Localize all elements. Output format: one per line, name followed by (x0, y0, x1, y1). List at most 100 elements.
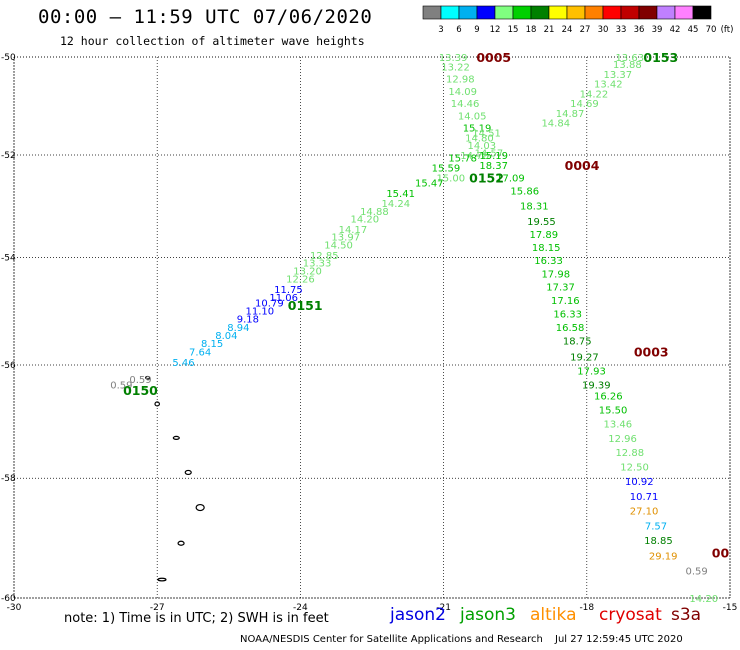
wave-height-label: 18.37 (479, 161, 508, 172)
wave-height-label: 0.59 (129, 375, 151, 386)
map-frame (13, 56, 731, 599)
wave-height-label: 13.88 (613, 60, 642, 71)
wave-height-label: 10.71 (630, 492, 659, 503)
generated-timestamp: Jul 27 12:59:45 UTC 2020 (555, 634, 683, 645)
legend-s3a: s3a (671, 605, 702, 625)
wave-height-label: 16.33 (534, 256, 563, 267)
colorbar-tick-label: 6 (456, 25, 461, 35)
wave-height-label: 9.18 (237, 315, 259, 326)
island-outline (195, 503, 205, 512)
longitude-tick-label: -15 (723, 603, 738, 613)
color-scale-legend: 3 6 9 12 15 18 21 24 27 30 33 36 39 42 45 70 (ft) (422, 5, 734, 35)
wave-height-label: 0.59 (685, 566, 707, 577)
wave-height-label: 18.15 (532, 243, 561, 254)
island-outline (145, 375, 151, 380)
island-outline (157, 577, 167, 582)
wave-height-label: 15.19 (479, 151, 508, 162)
page-subtitle: 12 hour collection of altimeter wave hei… (60, 34, 365, 48)
wave-height-label: 14.69 (570, 99, 599, 110)
wave-height-label: 15.00 (436, 174, 465, 185)
island-outline (177, 540, 185, 546)
wave-height-label: 12.50 (620, 463, 649, 474)
wave-height-label: 5.46 (172, 358, 194, 369)
pass-time-label: 0003 (634, 344, 669, 359)
wave-height-label: 14.87 (556, 109, 585, 120)
wave-height-label: 14.46 (451, 99, 480, 110)
colorbar-tick-label: (ft) (721, 25, 734, 35)
colorbar-swatch (692, 5, 712, 20)
wave-height-label: 14.20 (689, 594, 718, 605)
wave-height-label: 10.92 (625, 477, 654, 488)
wave-height-label: 13.97 (331, 233, 360, 244)
wave-height-label: 13.63 (615, 53, 644, 64)
wave-height-label: 16.33 (553, 309, 582, 320)
colorbar-tick-label: 27 (580, 25, 591, 35)
wave-height-label: 8.94 (227, 323, 249, 334)
wave-height-label: 17.98 (541, 269, 570, 280)
wave-height-label: 12.26 (286, 275, 315, 286)
wave-height-label: 11.75 (274, 285, 303, 296)
longitude-tick-label: -30 (7, 603, 22, 613)
wave-height-label: 8.15 (201, 339, 223, 350)
wave-height-label: 18.31 (520, 202, 549, 213)
wave-height-label: 27.10 (630, 506, 659, 517)
island-outline (154, 401, 161, 407)
wave-height-label: 12.85 (310, 251, 339, 262)
latitude-tick-label: -56 (1, 361, 16, 371)
wave-height-label: 14.50 (324, 240, 353, 251)
wave-height-label: 14.17 (339, 225, 368, 236)
island-outline (184, 469, 192, 476)
colorbar-tick-label: 3 (438, 25, 443, 35)
latitude-tick-label: -50 (1, 53, 16, 63)
wave-height-label: 15.41 (386, 189, 415, 200)
colorbar-tick-label: 12 (490, 25, 501, 35)
wave-height-label: 13.22 (441, 63, 470, 74)
wave-height-label: 13.42 (594, 80, 623, 91)
latitude-tick-label: -54 (1, 253, 16, 263)
units-note: note: 1) Time is in UTC; 2) SWH is in fe… (64, 611, 329, 626)
wave-height-label: 14.88 (360, 207, 389, 218)
wave-height-label: 15.50 (599, 406, 628, 417)
colorbar-tick-label: 70 (706, 25, 717, 35)
wave-height-label: 13.20 (293, 267, 322, 278)
latitude-tick-label: -60 (1, 594, 16, 604)
legend-jason3: jason3 (460, 605, 516, 625)
colorbar-tick-label: 30 (598, 25, 609, 35)
wave-height-label: 15.86 (510, 186, 539, 197)
page-title: 00:00 – 11:59 UTC 07/06/2020 (38, 6, 373, 28)
wave-height-label: 15.59 (432, 164, 461, 175)
pass-time-label: 0004 (565, 158, 600, 173)
wave-height-label: 16.26 (594, 392, 623, 403)
wave-height-label: 14.24 (382, 199, 411, 210)
wave-height-label: 10.79 (255, 299, 284, 310)
wave-height-label: 17.89 (530, 230, 559, 241)
wave-height-label: 13.46 (604, 420, 633, 431)
wave-height-label: 13.39 (439, 53, 468, 64)
wave-height-label: 19.27 (570, 353, 599, 364)
pass-time-label: 0153 (643, 50, 678, 65)
wave-height-label: 17.37 (546, 283, 575, 294)
wave-height-label: 18.85 (644, 536, 673, 547)
longitude-tick-label: -27 (150, 603, 165, 613)
wave-height-label: 29.19 (649, 551, 678, 562)
legend-jason2: jason2 (390, 605, 446, 625)
longitude-tick-label: -24 (293, 603, 308, 613)
colorbar-tick-label: 45 (688, 25, 699, 35)
wave-height-label: 17.16 (551, 296, 580, 307)
wave-height-label: 14.78 (460, 151, 489, 162)
wave-height-label: 17.09 (496, 174, 525, 185)
wave-height-label: 7.64 (189, 347, 211, 358)
colorbar-tick-label: 9 (474, 25, 479, 35)
wave-height-label: 19.55 (527, 217, 556, 228)
colorbar-tick-label: 39 (652, 25, 663, 35)
longitude-tick-label: -18 (579, 603, 594, 613)
colorbar-tick-label: 18 (526, 25, 537, 35)
colorbar-tick-label: 36 (634, 25, 645, 35)
wave-height-label: 19.39 (582, 380, 611, 391)
latitude-tick-label: -52 (1, 151, 16, 161)
colorbar-tick-label: 15 (508, 25, 519, 35)
colorbar-tick-label: 21 (544, 25, 555, 35)
wave-height-label: 14.20 (351, 214, 380, 225)
pass-time-label: 0151 (288, 298, 323, 313)
